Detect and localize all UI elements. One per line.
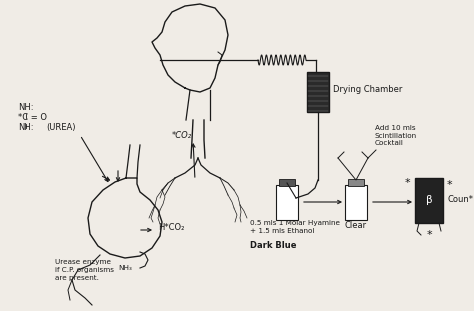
Bar [307,72,329,112]
Text: Drying Chamber: Drying Chamber [333,86,402,95]
Text: NH:: NH: [18,103,34,112]
Text: Clear: Clear [345,221,367,230]
Text: Urease enzyme
if C.P. organisms
are present.: Urease enzyme if C.P. organisms are pres… [55,259,114,281]
Text: *: * [404,178,410,188]
Bar [276,185,298,220]
Text: 0.5 mls 1 Molar Hyamine
+ 1.5 mls Ethanol: 0.5 mls 1 Molar Hyamine + 1.5 mls Ethano… [250,220,340,234]
Bar [348,179,364,186]
Text: H*CO₂: H*CO₂ [158,224,184,233]
Bar [415,178,443,223]
Text: *C = O: *C = O [18,113,47,122]
Text: *: * [446,180,452,190]
Text: *: * [426,230,432,240]
Text: β: β [426,195,432,205]
Text: NH₃: NH₃ [118,265,132,271]
Text: Add 10 mls
Scintillation
Cocktail: Add 10 mls Scintillation Cocktail [375,125,417,146]
Text: NH:: NH: [18,123,34,132]
Bar [279,179,295,186]
Bar [345,185,367,220]
Text: *CO₂: *CO₂ [172,131,192,140]
Text: Coun*: Coun* [448,196,474,205]
Text: Dark Blue: Dark Blue [250,241,297,250]
Text: (UREA): (UREA) [46,123,75,132]
